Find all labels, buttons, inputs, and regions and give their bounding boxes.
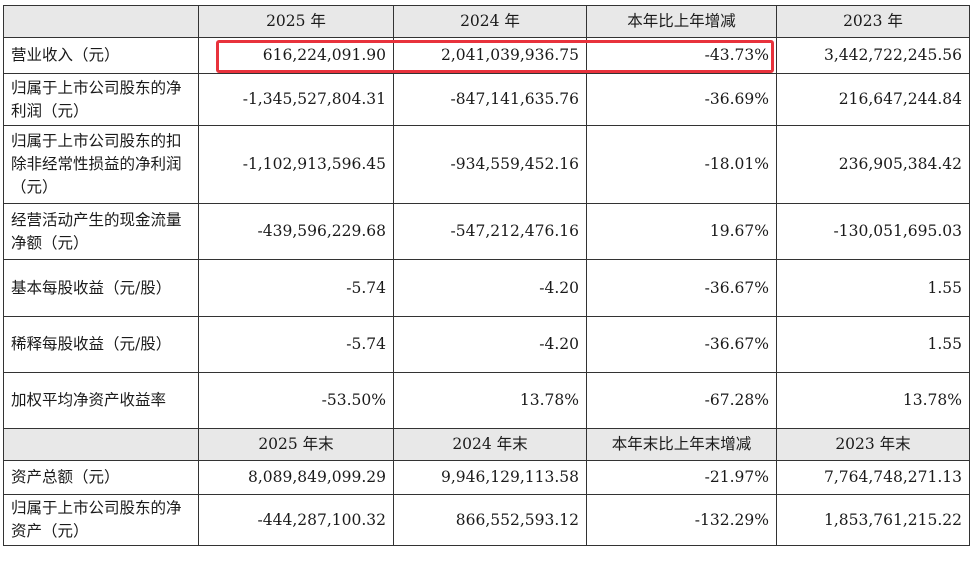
row-label: 资产总额（元） bbox=[3, 460, 199, 495]
value-cell: -36.67% bbox=[586, 316, 777, 373]
table-row: 资产总额（元） 8,089,849,099.29 9,946,129,113.5… bbox=[3, 460, 970, 495]
value-cell: -444,287,100.32 bbox=[198, 494, 394, 546]
table-row: 营业收入（元） 616,224,091.90 2,041,039,936.75 … bbox=[3, 37, 970, 74]
value-cell: 13.78% bbox=[776, 372, 970, 429]
row-label: 加权平均净资产收益率 bbox=[3, 372, 199, 429]
row-label: 归属于上市公司股东的扣除非经常性损益的净利润（元） bbox=[3, 125, 199, 204]
header-cell: 2024 年 bbox=[393, 5, 587, 38]
value-cell: 1.55 bbox=[776, 316, 970, 373]
value-cell: -5.74 bbox=[198, 259, 394, 317]
value-cell: -547,212,476.16 bbox=[393, 203, 587, 260]
value-cell: 1,853,761,215.22 bbox=[776, 494, 970, 546]
value-cell: -130,051,695.03 bbox=[776, 203, 970, 260]
header-cell: 2025 年 bbox=[198, 5, 394, 38]
value-cell: -53.50% bbox=[198, 372, 394, 429]
value-cell: 7,764,748,271.13 bbox=[776, 460, 970, 495]
header-cell: 2024 年末 bbox=[393, 428, 587, 461]
table-row: 归属于上市公司股东的净利润（元） -1,345,527,804.31 -847,… bbox=[3, 73, 970, 126]
row-label: 稀释每股收益（元/股） bbox=[3, 316, 199, 373]
table-row: 经营活动产生的现金流量净额（元） -439,596,229.68 -547,21… bbox=[3, 203, 970, 260]
table-row: 归属于上市公司股东的净资产（元） -444,287,100.32 866,552… bbox=[3, 494, 970, 546]
value-cell: -5.74 bbox=[198, 316, 394, 373]
value-cell: 8,089,849,099.29 bbox=[198, 460, 394, 495]
row-label: 归属于上市公司股东的净利润（元） bbox=[3, 73, 199, 126]
header-cell: 本年比上年增减 bbox=[586, 5, 777, 38]
row-label: 经营活动产生的现金流量净额（元） bbox=[3, 203, 199, 260]
value-cell: -18.01% bbox=[586, 125, 777, 204]
value-cell: -934,559,452.16 bbox=[393, 125, 587, 204]
financial-summary-table: 2025 年 2024 年 本年比上年增减 2023 年 营业收入（元） 616… bbox=[3, 5, 970, 546]
value-cell: -4.20 bbox=[393, 259, 587, 317]
value-cell: 3,442,722,245.56 bbox=[776, 37, 970, 74]
table-row: 归属于上市公司股东的扣除非经常性损益的净利润（元） -1,102,913,596… bbox=[3, 125, 970, 204]
header-cell: 2023 年 bbox=[776, 5, 970, 38]
table-row: 加权平均净资产收益率 -53.50% 13.78% -67.28% 13.78% bbox=[3, 372, 970, 429]
value-cell: -36.67% bbox=[586, 259, 777, 317]
value-cell: -43.73% bbox=[586, 37, 777, 74]
header-cell: 本年末比上年末增减 bbox=[586, 428, 777, 461]
value-cell: -847,141,635.76 bbox=[393, 73, 587, 126]
value-cell: -21.97% bbox=[586, 460, 777, 495]
header-cell: 2025 年末 bbox=[198, 428, 394, 461]
value-cell: 13.78% bbox=[393, 372, 587, 429]
value-cell: 216,647,244.84 bbox=[776, 73, 970, 126]
value-cell: -1,102,913,596.45 bbox=[198, 125, 394, 204]
value-cell: -439,596,229.68 bbox=[198, 203, 394, 260]
value-cell: -67.28% bbox=[586, 372, 777, 429]
value-cell: -36.69% bbox=[586, 73, 777, 126]
value-cell: -132.29% bbox=[586, 494, 777, 546]
value-cell: 19.67% bbox=[586, 203, 777, 260]
header-cell: 2023 年末 bbox=[776, 428, 970, 461]
table-header-row: 2025 年 2024 年 本年比上年增减 2023 年 bbox=[3, 5, 970, 38]
table-header-row: 2025 年末 2024 年末 本年末比上年末增减 2023 年末 bbox=[3, 428, 970, 461]
row-label: 营业收入（元） bbox=[3, 37, 199, 74]
value-cell: 866,552,593.12 bbox=[393, 494, 587, 546]
value-cell: 616,224,091.90 bbox=[198, 37, 394, 74]
table-row: 基本每股收益（元/股） -5.74 -4.20 -36.67% 1.55 bbox=[3, 259, 970, 317]
value-cell: 1.55 bbox=[776, 259, 970, 317]
value-cell: 236,905,384.42 bbox=[776, 125, 970, 204]
value-cell: 2,041,039,936.75 bbox=[393, 37, 587, 74]
value-cell: 9,946,129,113.58 bbox=[393, 460, 587, 495]
header-blank-cell bbox=[3, 5, 199, 38]
row-label: 归属于上市公司股东的净资产（元） bbox=[3, 494, 199, 546]
value-cell: -1,345,527,804.31 bbox=[198, 73, 394, 126]
row-label: 基本每股收益（元/股） bbox=[3, 259, 199, 317]
header-blank-cell bbox=[3, 428, 199, 461]
table-row: 稀释每股收益（元/股） -5.74 -4.20 -36.67% 1.55 bbox=[3, 316, 970, 373]
value-cell: -4.20 bbox=[393, 316, 587, 373]
